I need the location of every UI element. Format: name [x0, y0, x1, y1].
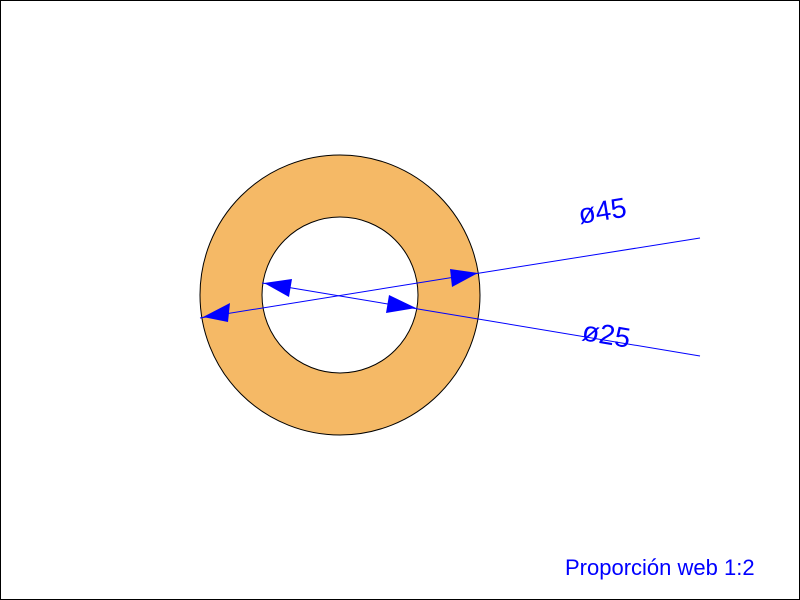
canvas-border [1, 1, 800, 600]
scale-label: Proporción web 1:2 [565, 555, 755, 580]
dimension-arrow-icon [264, 279, 292, 297]
dimension-label: ø45 [576, 192, 629, 230]
dimension-arrow-icon [386, 295, 416, 313]
dimension-inner-diameter: ø25 [262, 279, 700, 356]
diagram-canvas: ø45 ø25 Proporción web 1:2 [0, 0, 800, 600]
dimension-extension-line [480, 238, 700, 273]
dimension-label: ø25 [580, 315, 633, 354]
